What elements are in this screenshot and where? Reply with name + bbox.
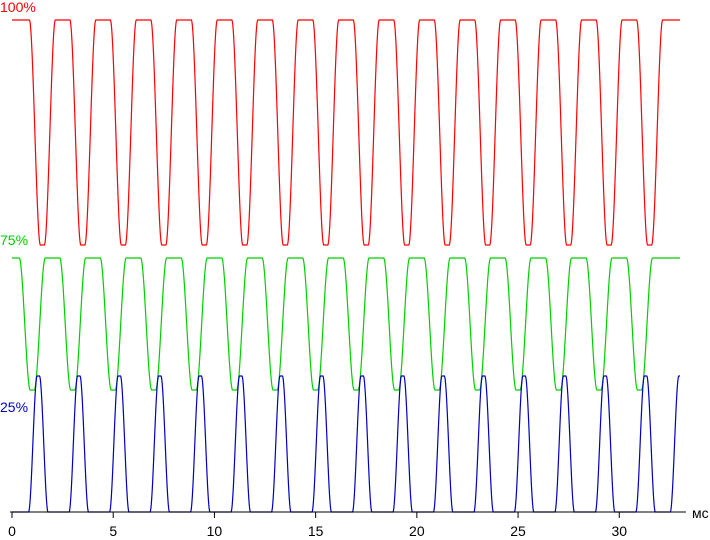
x-tick-label: 0 [8,523,16,539]
x-tick-layer: 0 5 10 15 20 25 30 [8,512,627,539]
x-tick-label: 5 [109,523,117,539]
series-label: 75% [0,232,28,248]
x-tick-label: 20 [409,523,425,539]
x-tick-label: 15 [308,523,324,539]
series-labels: 100% 75% 25% [0,0,36,415]
series-line [12,19,680,246]
x-tick-label: 25 [510,523,526,539]
series-line [12,375,680,513]
x-tick-label: 30 [611,523,627,539]
x-tick-label: 10 [207,523,223,539]
x-axis-unit-label: мс [692,505,709,521]
series-layer [12,19,680,513]
series-line [12,257,680,391]
series-label: 100% [0,0,36,15]
series-label: 25% [0,399,28,415]
